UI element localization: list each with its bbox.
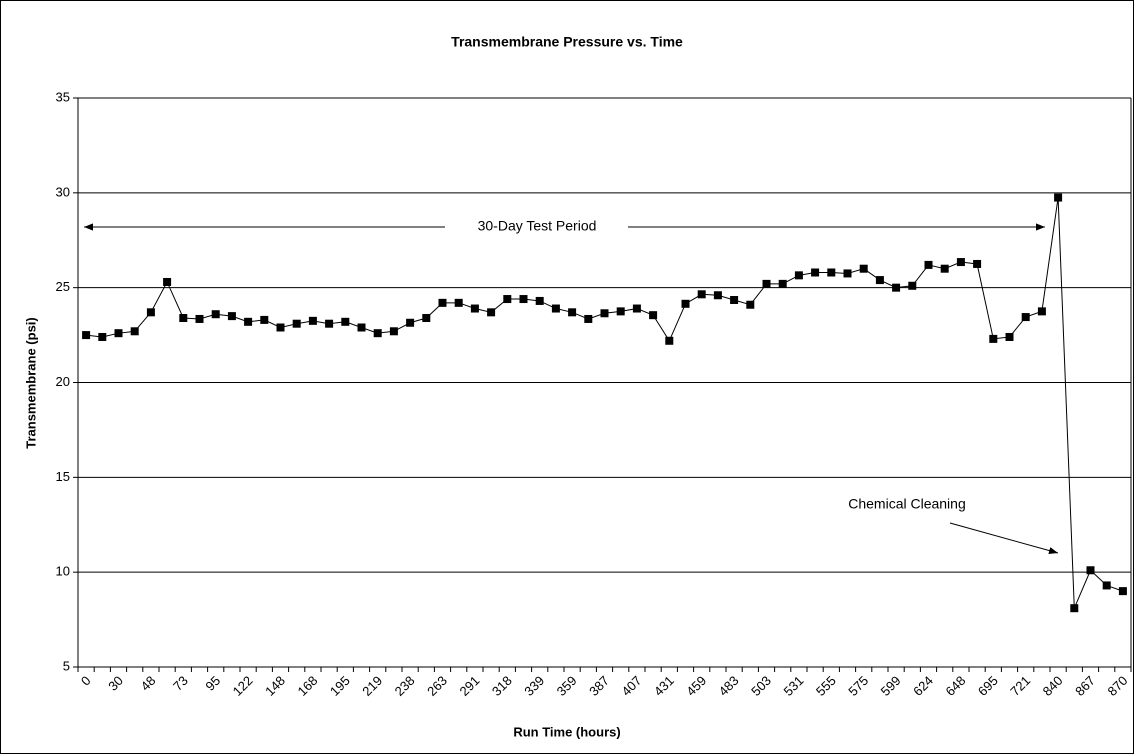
data-marker — [1005, 332, 1014, 341]
data-marker — [811, 268, 820, 277]
data-marker — [406, 318, 415, 327]
data-marker — [778, 279, 787, 288]
data-marker — [357, 323, 366, 332]
data-marker — [584, 314, 593, 323]
data-marker — [649, 311, 658, 320]
data-marker — [973, 259, 982, 268]
annotation: Chemical Cleaning — [848, 496, 966, 512]
data-marker — [422, 314, 431, 323]
data-marker — [438, 298, 447, 307]
data-marker — [1086, 566, 1095, 575]
data-marker — [713, 291, 722, 300]
data-marker — [665, 336, 674, 345]
data-marker — [730, 295, 739, 304]
data-marker — [697, 290, 706, 299]
data-marker — [98, 332, 107, 341]
data-marker — [908, 281, 917, 290]
y-tick-label: 20 — [56, 374, 70, 389]
data-marker — [163, 277, 172, 286]
data-marker — [195, 314, 204, 323]
data-marker — [875, 276, 884, 285]
data-marker — [632, 304, 641, 313]
data-marker — [1021, 313, 1030, 322]
data-marker — [487, 308, 496, 317]
data-marker — [389, 327, 398, 336]
data-marker — [1102, 581, 1111, 590]
y-tick-label: 25 — [56, 279, 70, 294]
data-marker — [1054, 193, 1063, 202]
data-marker — [989, 334, 998, 343]
data-marker — [794, 271, 803, 280]
data-marker — [1037, 307, 1046, 316]
data-marker — [940, 264, 949, 273]
data-marker — [503, 295, 512, 304]
data-marker — [924, 260, 933, 269]
data-marker — [341, 317, 350, 326]
chart-title: Transmembrane Pressure vs. Time — [451, 34, 683, 50]
data-marker — [681, 299, 690, 308]
annotation: 30-Day Test Period — [478, 218, 597, 234]
data-marker — [470, 304, 479, 313]
data-marker — [130, 327, 139, 336]
data-marker — [292, 319, 301, 328]
data-marker — [519, 295, 528, 304]
data-marker — [82, 331, 91, 340]
data-marker — [762, 279, 771, 288]
y-tick-label: 30 — [56, 184, 70, 199]
data-marker — [308, 316, 317, 325]
data-marker — [454, 298, 463, 307]
data-marker — [114, 329, 123, 338]
data-marker — [276, 323, 285, 332]
y-tick-label: 10 — [56, 564, 70, 579]
data-marker — [373, 329, 382, 338]
y-tick-label: 5 — [63, 658, 70, 673]
data-marker — [260, 315, 269, 324]
y-tick-label: 35 — [56, 89, 70, 104]
data-marker — [146, 308, 155, 317]
data-marker — [211, 310, 220, 319]
x-axis-label: Run Time (hours) — [513, 724, 620, 739]
data-marker — [859, 264, 868, 273]
data-marker — [827, 268, 836, 277]
data-marker — [956, 258, 965, 267]
data-marker — [325, 319, 334, 328]
data-marker — [535, 296, 544, 305]
data-marker — [600, 309, 609, 318]
data-marker — [746, 300, 755, 309]
data-marker — [244, 317, 253, 326]
data-marker — [227, 312, 236, 321]
data-marker — [179, 314, 188, 323]
data-marker — [843, 269, 852, 278]
y-tick-label: 15 — [56, 469, 70, 484]
data-marker — [568, 308, 577, 317]
annotation-arrow — [949, 522, 1059, 555]
y-axis-label: Transmembrane (psi) — [23, 317, 38, 449]
data-marker — [616, 307, 625, 316]
data-marker — [1070, 604, 1079, 613]
data-marker — [551, 304, 560, 313]
data-marker — [1118, 587, 1127, 596]
data-marker — [892, 283, 901, 292]
